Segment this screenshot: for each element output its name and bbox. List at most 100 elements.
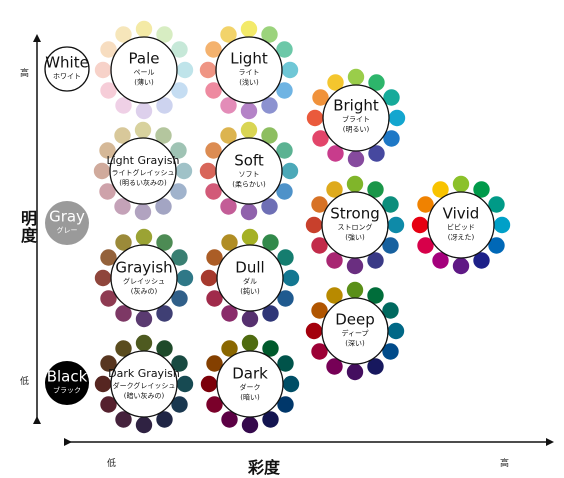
dull-swatch-11 [206, 249, 223, 266]
pale-swatch-12 [115, 26, 132, 43]
grayish-swatch-1 [135, 228, 153, 246]
dark-swatch-2 [262, 340, 279, 357]
dark-tone-flower [200, 334, 300, 434]
strong-center-disc [321, 191, 389, 259]
brightness-high-label: 高 [20, 69, 30, 79]
soft-swatch-2 [261, 127, 278, 144]
darkgrayish-swatch-8 [115, 411, 132, 428]
bright-swatch-12 [327, 74, 344, 91]
strong-swatch-1 [346, 175, 364, 193]
strong-swatch-3 [382, 196, 399, 213]
pale-swatch-6 [156, 97, 173, 114]
lightgrayish-swatch-5 [170, 183, 187, 200]
dark-swatch-9 [206, 396, 223, 413]
light-swatch-8 [220, 97, 237, 114]
grayish-center-disc [110, 244, 178, 312]
vivid-swatch-12 [432, 181, 449, 198]
soft-swatch-1 [240, 121, 258, 139]
grayish-swatch-2 [156, 234, 173, 251]
pale-swatch-2 [156, 26, 173, 43]
soft-swatch-7 [240, 203, 258, 221]
darkgrayish-swatch-12 [115, 340, 132, 357]
darkgrayish-center-disc [110, 350, 178, 418]
lightgrayish-swatch-4 [175, 162, 193, 180]
lightgrayish-swatch-9 [99, 183, 116, 200]
dark-swatch-4 [282, 375, 300, 393]
lightgrayish-swatch-11 [99, 142, 116, 159]
pale-swatch-11 [100, 41, 117, 58]
grayish-swatch-3 [171, 249, 188, 266]
light-swatch-3 [276, 41, 293, 58]
dark-swatch-1 [241, 334, 259, 352]
vivid-swatch-1 [452, 175, 470, 193]
deep-swatch-6 [367, 358, 384, 375]
strong-swatch-11 [311, 196, 328, 213]
brightness-low-label: 低 [20, 377, 30, 387]
soft-swatch-10 [199, 162, 217, 180]
vivid-swatch-4 [493, 216, 511, 234]
dark-swatch-3 [277, 355, 294, 372]
grayish-swatch-9 [100, 290, 117, 307]
dull-swatch-7 [241, 310, 259, 328]
dark-swatch-5 [277, 396, 294, 413]
bright-swatch-3 [383, 89, 400, 106]
dark-swatch-10 [200, 375, 218, 393]
lightgrayish-swatch-6 [155, 198, 172, 215]
strong-swatch-9 [311, 237, 328, 254]
light-swatch-12 [220, 26, 237, 43]
pale-swatch-8 [115, 97, 132, 114]
white-disc [44, 46, 90, 92]
strong-swatch-2 [367, 181, 384, 198]
vivid-tone-flower [411, 175, 511, 275]
vivid-swatch-3 [488, 196, 505, 213]
light-tone-flower [199, 20, 299, 120]
darkgrayish-swatch-4 [176, 375, 194, 393]
bright-swatch-11 [312, 89, 329, 106]
deep-swatch-10 [305, 322, 323, 340]
grayish-swatch-5 [171, 290, 188, 307]
light-swatch-10 [199, 61, 217, 79]
dull-swatch-4 [282, 269, 300, 287]
dull-tone-flower [200, 228, 300, 328]
bright-swatch-7 [347, 150, 365, 168]
lightgrayish-tone-flower [93, 121, 193, 221]
light-swatch-1 [240, 20, 258, 38]
vivid-swatch-9 [417, 237, 434, 254]
lightgrayish-swatch-2 [155, 127, 172, 144]
deep-swatch-11 [311, 302, 328, 319]
vivid-center-disc [427, 191, 495, 259]
dull-swatch-5 [277, 290, 294, 307]
bright-center-disc [322, 84, 390, 152]
lightgrayish-swatch-10 [93, 162, 111, 180]
dull-swatch-9 [206, 290, 223, 307]
dull-swatch-2 [262, 234, 279, 251]
lightgrayish-swatch-1 [134, 121, 152, 139]
light-swatch-7 [240, 102, 258, 120]
soft-swatch-8 [220, 198, 237, 215]
dull-swatch-8 [221, 305, 238, 322]
vivid-swatch-2 [473, 181, 490, 198]
soft-swatch-9 [205, 183, 222, 200]
deep-swatch-7 [346, 363, 364, 381]
grayish-tone-flower [94, 228, 194, 328]
deep-swatch-5 [382, 343, 399, 360]
strong-swatch-4 [387, 216, 405, 234]
bright-swatch-9 [312, 130, 329, 147]
light-swatch-4 [281, 61, 299, 79]
grayish-swatch-8 [115, 305, 132, 322]
dark-swatch-7 [241, 416, 259, 434]
darkgrayish-swatch-5 [171, 396, 188, 413]
light-swatch-5 [276, 82, 293, 99]
soft-tone-flower [199, 121, 299, 221]
strong-swatch-7 [346, 257, 364, 275]
dull-swatch-10 [200, 269, 218, 287]
deep-swatch-12 [326, 287, 343, 304]
dark-swatch-11 [206, 355, 223, 372]
light-center-disc [215, 36, 283, 104]
gray-disc [45, 201, 89, 245]
strong-swatch-8 [326, 252, 343, 269]
pale-swatch-1 [135, 20, 153, 38]
light-swatch-6 [261, 97, 278, 114]
vivid-swatch-10 [411, 216, 429, 234]
